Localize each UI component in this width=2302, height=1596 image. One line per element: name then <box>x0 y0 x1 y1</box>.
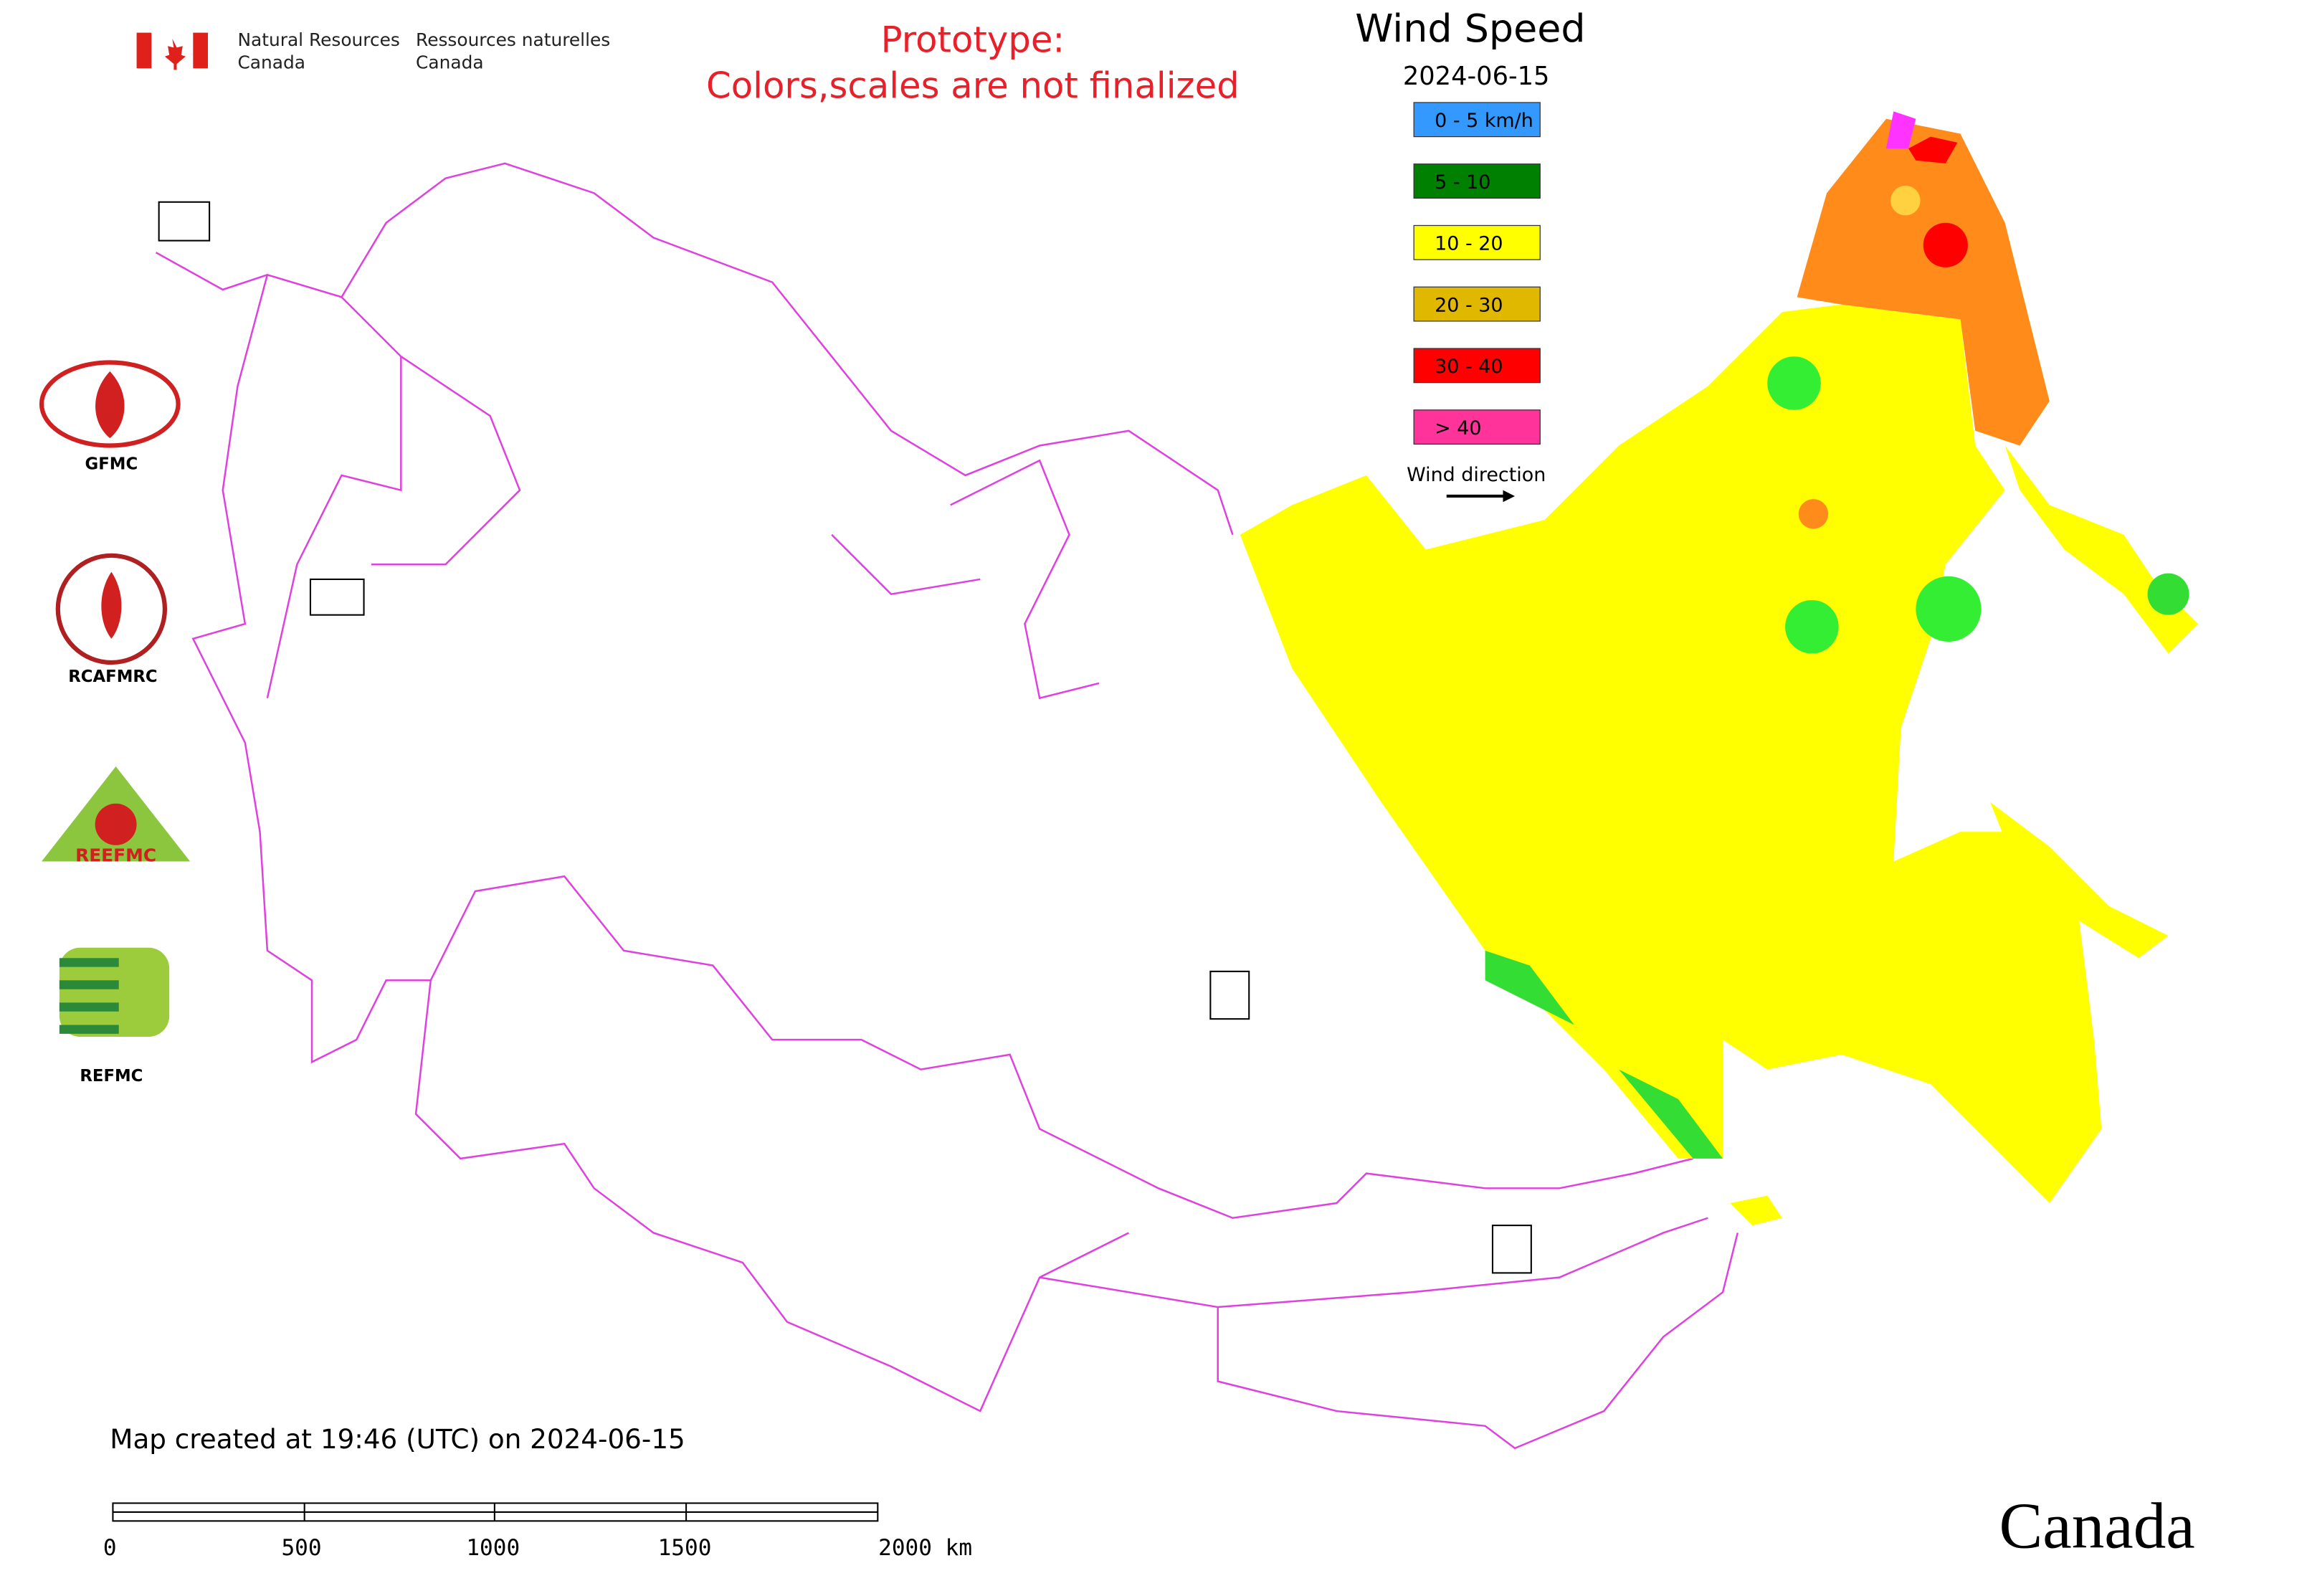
dept-en: Natural Resources <box>237 29 399 50</box>
legend-swatch <box>1413 163 1541 199</box>
legend-swatch <box>1413 102 1541 138</box>
legend-label: 5 - 10 <box>1435 171 1490 194</box>
legend-title: Wind Speed <box>1355 6 1585 51</box>
notice: Colors,scales are not finalized <box>706 65 1240 107</box>
scale-labels: 0 500 1000 1500 2000 km <box>103 1535 972 1561</box>
dept-fr: Ressources naturelles <box>416 29 610 50</box>
wind-field <box>1240 111 2198 1226</box>
legend-label: 20 - 30 <box>1435 294 1503 316</box>
scale-bar <box>112 1502 879 1522</box>
scale-label: 0 <box>103 1535 117 1561</box>
legend-swatch <box>1413 348 1541 384</box>
logos <box>39 201 1532 1274</box>
scale-label: 1000 <box>466 1535 520 1561</box>
legend-label: > 40 <box>1435 417 1481 440</box>
logo-label: REEFMC <box>75 845 156 866</box>
scale-label: 500 <box>281 1535 321 1561</box>
canada-flag <box>136 32 209 70</box>
notice: Prototype: <box>881 19 1065 61</box>
scale-label: 2000 km <box>878 1535 972 1561</box>
dept-en: Canada <box>237 52 305 72</box>
direction-label: Wind direction <box>1407 464 1546 486</box>
legend-label: 10 - 20 <box>1435 233 1503 255</box>
legend-swatch <box>1413 409 1541 445</box>
legend-label: 30 - 40 <box>1435 356 1503 378</box>
legend: 0 - 5 km/h 5 - 10 10 - 20 20 - 30 30 - 40 > 4… <box>1413 102 1541 445</box>
created-note: Map created at 19:46 (UTC) on 2024-06-15 <box>110 1423 685 1455</box>
logo-label: RCAFMRC <box>68 668 157 686</box>
legend-swatch <box>1413 224 1541 260</box>
dept-fr: Canada <box>416 52 484 72</box>
logo-label: GFMC <box>85 455 138 474</box>
canada-wordmark: Canada <box>1999 1490 2194 1562</box>
borders <box>155 162 1739 1450</box>
logo-label: REFMC <box>80 1067 143 1086</box>
scale-label: 1500 <box>658 1535 712 1561</box>
legend-date: 2024-06-15 <box>1403 62 1550 91</box>
direction-arrow <box>1446 490 1516 503</box>
legend-label: 0 - 5 km/h <box>1435 110 1533 132</box>
legend-swatch <box>1413 286 1541 322</box>
